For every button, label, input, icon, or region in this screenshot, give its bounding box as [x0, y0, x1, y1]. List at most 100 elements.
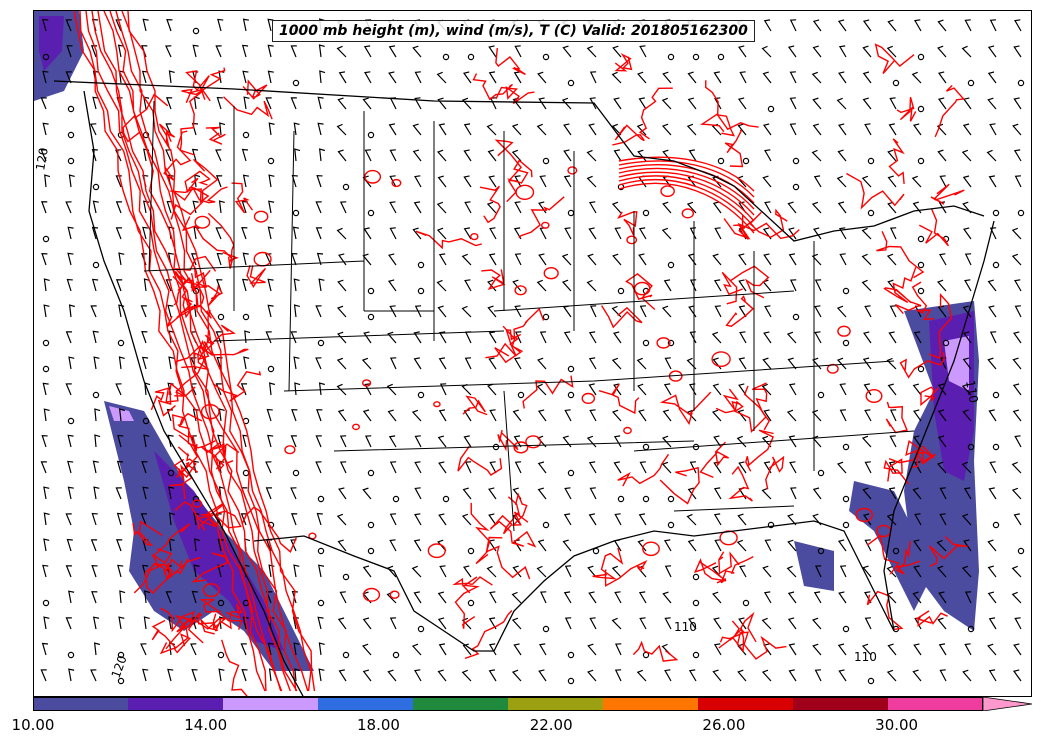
wind-barb: [687, 97, 697, 110]
wind-barb: [387, 331, 397, 344]
wind-barb: [65, 331, 72, 344]
wind-barb: [937, 149, 947, 162]
wind-barb: [319, 70, 326, 84]
wind-barb: [611, 565, 622, 578]
wind-barb: [862, 565, 872, 578]
wind-barb: [267, 642, 274, 656]
wind-barb: [587, 565, 597, 578]
wind-barb: [42, 18, 49, 32]
wind-barb: [364, 71, 372, 84]
wind-barb: [537, 539, 547, 552]
wind-barb: [564, 409, 572, 422]
height-contour: [721, 271, 743, 305]
wind-barb: [317, 96, 324, 110]
wind-barb: [714, 227, 722, 240]
wind-barb: [961, 461, 972, 474]
wind-barb: [987, 71, 997, 84]
height-contour: [699, 441, 729, 479]
wind-barb: [413, 331, 422, 344]
wind-barb: [737, 669, 747, 682]
calm-wind-circle: [917, 53, 925, 61]
wind-barb: [863, 331, 872, 344]
gulf-coast: [493, 520, 895, 652]
wind-barb: [589, 71, 597, 84]
wind-barb: [714, 305, 722, 318]
wind-barb: [337, 97, 347, 110]
wind-barb: [290, 331, 297, 344]
height-contour: [918, 208, 950, 247]
height-contour: [173, 617, 193, 654]
height-contour: [506, 159, 533, 184]
wind-barb: [837, 201, 847, 214]
wind-barb: [887, 175, 897, 188]
wind-barb: [588, 383, 597, 396]
wind-barb: [140, 513, 147, 526]
wind-barb: [812, 357, 822, 370]
wind-barb: [293, 304, 300, 318]
wind-barb: [688, 617, 697, 630]
wind-barb: [988, 409, 997, 422]
height-contour: [452, 576, 493, 594]
calm-wind-circle: [367, 313, 375, 321]
wind-barb: [219, 122, 226, 136]
calm-wind-circle: [267, 365, 275, 373]
wind-barb: [488, 45, 497, 58]
wind-barb: [939, 487, 947, 500]
wind-barb: [962, 669, 972, 682]
calm-wind-circle: [667, 521, 675, 529]
wind-barb: [738, 279, 747, 292]
calm-wind-circle: [117, 339, 125, 347]
wind-barb: [65, 565, 72, 578]
wind-barb: [862, 513, 872, 526]
wind-barb: [790, 487, 797, 500]
wind-barb: [387, 669, 397, 682]
wind-barb: [786, 331, 797, 344]
wind-barb: [1013, 513, 1022, 526]
wind-barb: [811, 201, 822, 214]
wind-barb: [265, 331, 272, 344]
wind-barb: [489, 591, 497, 604]
wind-barb: [662, 591, 672, 604]
wind-barb: [41, 642, 49, 656]
wind-barb: [887, 149, 897, 162]
wind-barb: [42, 70, 49, 84]
wind-barb: [143, 616, 150, 630]
wind-barb: [144, 590, 151, 604]
wind-barb: [661, 227, 672, 240]
wind-barb: [962, 357, 972, 370]
wind-barb: [511, 591, 522, 604]
height-contour: [511, 492, 529, 526]
wind-barb: [864, 539, 872, 552]
wind-barb: [738, 45, 747, 58]
height-contour: [618, 167, 755, 210]
wind-barb: [988, 305, 997, 318]
wind-barb: [938, 253, 947, 266]
wind-barb: [337, 149, 347, 162]
wind-barb: [142, 486, 149, 500]
wind-barb: [613, 97, 622, 110]
height-contour: [475, 545, 531, 580]
wind-barb: [761, 487, 772, 500]
wind-barb: [588, 331, 597, 344]
wind-barb: [887, 201, 897, 214]
wind-barb: [293, 356, 300, 370]
wind-barb: [787, 591, 797, 604]
calm-wind-circle: [667, 339, 675, 347]
height-contour: [196, 503, 224, 530]
calm-wind-circle: [767, 521, 775, 529]
wind-barb: [987, 97, 997, 110]
wind-barb: [486, 201, 497, 214]
wind-barb: [988, 487, 997, 500]
wind-barb: [389, 201, 397, 214]
height-contour-loop: [660, 185, 675, 198]
wind-barb: [94, 408, 101, 422]
height-contour: [659, 466, 700, 505]
calm-wind-circle: [242, 313, 250, 321]
wind-barb: [662, 409, 672, 422]
calm-wind-circle: [292, 209, 300, 217]
wind-barb: [437, 617, 447, 630]
wind-barb: [362, 409, 372, 422]
wind-barb: [191, 148, 199, 162]
calm-wind-circle: [1017, 209, 1025, 217]
height-contour: [618, 160, 755, 198]
